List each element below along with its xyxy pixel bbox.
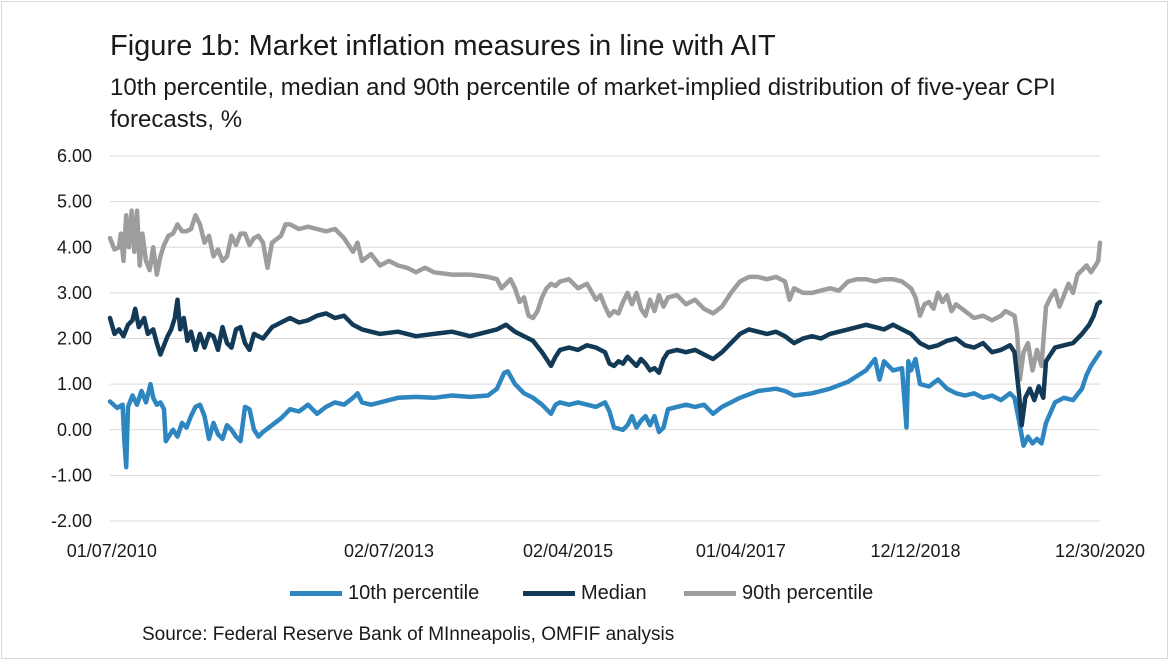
series-10th-percentile-line <box>107 349 1103 470</box>
legend-label-median: Median <box>581 582 647 604</box>
y-tick-label: 3.00 <box>57 283 92 303</box>
x-axis-ticks: 01/07/2010 02/07/2013 02/04/2015 01/04/2017… <box>67 541 1145 561</box>
x-tick-label: 01/07/2010 <box>67 541 157 561</box>
x-tick-label: 01/04/2017 <box>696 541 786 561</box>
y-tick-label: 5.00 <box>57 192 92 212</box>
legend-item-10th-percentile: 10th percentile <box>290 582 479 605</box>
x-tick-label: 12/30/2020 <box>1055 541 1145 561</box>
y-tick-label: 2.00 <box>57 329 92 349</box>
legend-swatch-10th-percentile <box>290 591 342 596</box>
chart-title: Figure 1b: Market inflation measures in … <box>110 30 776 62</box>
y-tick-label: 6.00 <box>57 146 92 166</box>
y-tick-label: -2.00 <box>51 511 92 531</box>
legend-item-90th-percentile: 90th percentile <box>684 582 873 605</box>
legend-item-median: Median <box>523 582 647 605</box>
chart-subtitle: 10th percentile, median and 90th percent… <box>110 74 1056 133</box>
y-tick-label: -1.00 <box>51 465 92 485</box>
series-90th-percentile-line <box>107 208 1103 382</box>
series-median-line <box>107 297 1103 428</box>
legend-swatch-median <box>523 591 575 596</box>
gridlines <box>110 155 1100 522</box>
y-tick-label: 4.00 <box>57 237 92 257</box>
line-chart: 6.00 5.00 4.00 3.00 2.00 1.00 0.00 -1.00 -2.00 0… <box>51 146 1145 561</box>
x-tick-label: 02/07/2013 <box>344 541 434 561</box>
series-lines <box>107 208 1103 470</box>
source-note: Source: Federal Reserve Bank of MInneapo… <box>142 624 675 645</box>
y-tick-label: 0.00 <box>57 420 92 440</box>
legend: 10th percentile Median 90th percentile <box>0 582 1171 608</box>
x-tick-label: 12/12/2018 <box>870 541 960 561</box>
y-axis-ticks: 6.00 5.00 4.00 3.00 2.00 1.00 0.00 -1.00 -2.00 <box>51 146 92 531</box>
legend-swatch-90th-percentile <box>684 591 736 596</box>
legend-label-10th-percentile: 10th percentile <box>348 582 480 604</box>
x-tick-label: 02/04/2015 <box>523 541 613 561</box>
legend-label-90th-percentile: 90th percentile <box>742 582 874 604</box>
y-tick-label: 1.00 <box>57 374 92 394</box>
